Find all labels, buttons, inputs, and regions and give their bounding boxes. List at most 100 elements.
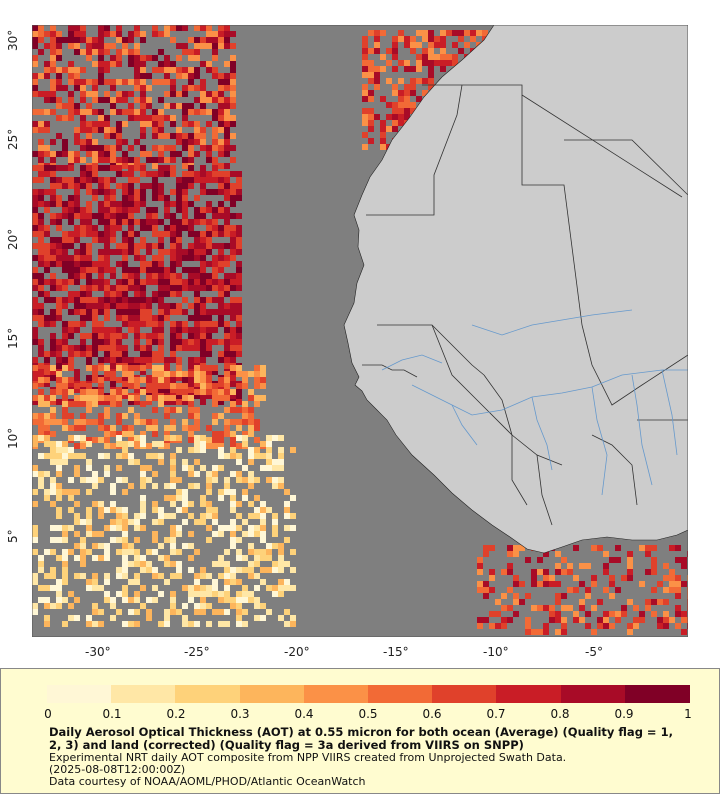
aot-cell [38, 477, 44, 483]
aot-cell [543, 623, 549, 629]
aot-cell [170, 573, 176, 579]
aot-cell [62, 621, 68, 627]
aot-cell [224, 383, 230, 389]
aot-cell [110, 443, 116, 449]
aot-cell [188, 67, 194, 73]
aot-cell [50, 447, 56, 453]
aot-cell [218, 489, 224, 495]
aot-cell [272, 525, 278, 531]
aot-cell [92, 189, 98, 195]
aot-cell [44, 291, 50, 297]
aot-cell [32, 315, 38, 321]
aot-cell [92, 37, 98, 43]
aot-cell [134, 297, 140, 303]
aot-cell [188, 139, 194, 145]
aot-cell [422, 54, 428, 60]
aot-cell [122, 249, 128, 255]
aot-cell [62, 327, 68, 333]
aot-cell [110, 401, 116, 407]
aot-cell [128, 237, 134, 243]
aot-cell [98, 61, 104, 67]
y-tick-label: 10° [6, 427, 20, 449]
aot-cell [152, 425, 158, 431]
aot-cell [212, 207, 218, 213]
aot-cell [489, 569, 495, 575]
aot-cell [44, 549, 50, 555]
aot-cell [170, 609, 176, 615]
aot-cell [140, 151, 146, 157]
aot-cell [146, 477, 152, 483]
aot-cell [200, 127, 206, 133]
aot-cell [212, 419, 218, 425]
aot-cell [92, 195, 98, 201]
aot-cell [116, 441, 122, 447]
aot-cell [410, 78, 416, 84]
aot-cell [128, 309, 134, 315]
aot-cell [140, 201, 146, 207]
aot-cell [92, 151, 98, 157]
aot-cell [152, 585, 158, 591]
aot-cell [212, 145, 218, 151]
aot-cell [374, 72, 380, 78]
aot-cell [236, 297, 242, 303]
aot-cell [404, 114, 410, 120]
aot-cell [50, 189, 56, 195]
aot-cell [74, 351, 80, 357]
aot-cell [278, 555, 284, 561]
aot-cell [230, 537, 236, 543]
aot-cell [224, 357, 230, 363]
aot-cell [122, 43, 128, 49]
aot-cell [176, 477, 182, 483]
aot-cell [206, 389, 212, 395]
aot-cell [38, 395, 44, 401]
map-panel[interactable] [32, 25, 688, 637]
aot-cell [158, 61, 164, 67]
aot-cell [98, 477, 104, 483]
aot-cell [158, 133, 164, 139]
colorbar-segment [496, 685, 514, 703]
aot-cell [176, 327, 182, 333]
aot-cell [200, 189, 206, 195]
aot-cell [128, 165, 134, 171]
aot-cell [116, 431, 122, 437]
aot-cell [242, 567, 248, 573]
aot-cell [92, 237, 98, 243]
aot-cell [224, 231, 230, 237]
aot-cell [134, 399, 140, 405]
aot-cell [116, 435, 122, 441]
aot-cell [158, 591, 164, 597]
aot-cell [218, 43, 224, 49]
aot-cell [188, 303, 194, 309]
aot-cell [170, 255, 176, 261]
aot-cell [62, 339, 68, 345]
aot-cell [206, 279, 212, 285]
aot-cell [62, 249, 68, 255]
aot-cell [134, 49, 140, 55]
aot-cell [236, 579, 242, 585]
aot-cell [272, 567, 278, 573]
aot-cell [404, 66, 410, 72]
aot-cell [182, 371, 188, 377]
aot-cell [122, 549, 128, 555]
aot-cell [158, 573, 164, 579]
aot-cell [146, 345, 152, 351]
aot-cell [74, 309, 80, 315]
aot-cell [86, 79, 92, 85]
aot-cell [152, 321, 158, 327]
aot-cell [152, 333, 158, 339]
aot-cell [86, 549, 92, 555]
aot-cell [128, 273, 134, 279]
aot-cell [170, 339, 176, 345]
aot-cell [224, 97, 230, 103]
aot-cell [56, 85, 62, 91]
colorbar-segment [576, 685, 594, 703]
aot-cell [86, 333, 92, 339]
aot-cell [92, 213, 98, 219]
aot-cell [122, 189, 128, 195]
aot-cell [86, 407, 92, 413]
aot-cell [68, 79, 74, 85]
aot-cell [80, 297, 86, 303]
aot-cell [68, 231, 74, 237]
aot-cell [134, 73, 140, 79]
aot-cell [278, 543, 284, 549]
